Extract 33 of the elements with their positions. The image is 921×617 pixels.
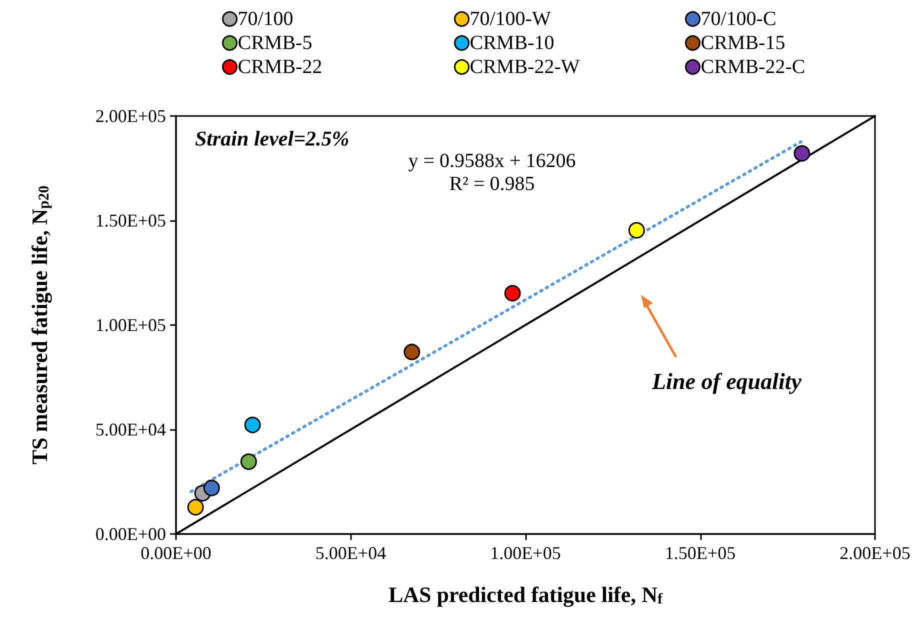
- x-tick-label: 0.00E+00: [140, 543, 212, 563]
- annotation: R² = 0.985: [449, 173, 535, 195]
- y-tick-label: 2.00E+05: [95, 106, 166, 126]
- legend-label: CRMB-22-C: [700, 56, 806, 78]
- legend-label: CRMB-22-W: [470, 56, 580, 78]
- point: [187, 499, 204, 516]
- x-tick-label: 1.00E+05: [490, 543, 561, 563]
- legend-label: CRMB-15: [700, 32, 786, 54]
- y-tick-label: 1.50E+05: [95, 210, 166, 230]
- point: [203, 480, 220, 496]
- point: [240, 453, 257, 470]
- point: [244, 416, 261, 434]
- legend-label: CRMB-5: [238, 32, 312, 54]
- x-tick-label: 1.50E+05: [664, 543, 736, 563]
- y-tick-label: 1.00E+05: [95, 315, 166, 335]
- annotation: y = 0.9588x + 16206: [408, 150, 576, 172]
- point: [504, 284, 521, 302]
- annotation: Line of equality: [651, 369, 802, 394]
- point: [628, 222, 645, 239]
- y-tick-label: 0.00E+00: [95, 524, 166, 544]
- legend-label: 70/100-C: [700, 8, 776, 30]
- legend-label: 70/100: [238, 8, 294, 30]
- x-tick-label: 2.00E+05: [840, 543, 910, 563]
- y-tick-label: 5.00E+04: [95, 420, 166, 440]
- y-axis-title: TS measured fatigue life, Np20: [27, 186, 52, 464]
- annotation: Strain level=2.5%: [195, 126, 350, 150]
- legend-label: 70/100-W: [470, 8, 551, 30]
- legend-label: CRMB-22: [238, 56, 322, 78]
- point: [794, 145, 810, 162]
- x-axis-title: LAS predicted fatigue life, Nf: [388, 582, 664, 608]
- x-tick-label: 5.00E+04: [315, 543, 386, 563]
- legend-label: CRMB-10: [470, 32, 554, 54]
- point: [404, 344, 420, 360]
